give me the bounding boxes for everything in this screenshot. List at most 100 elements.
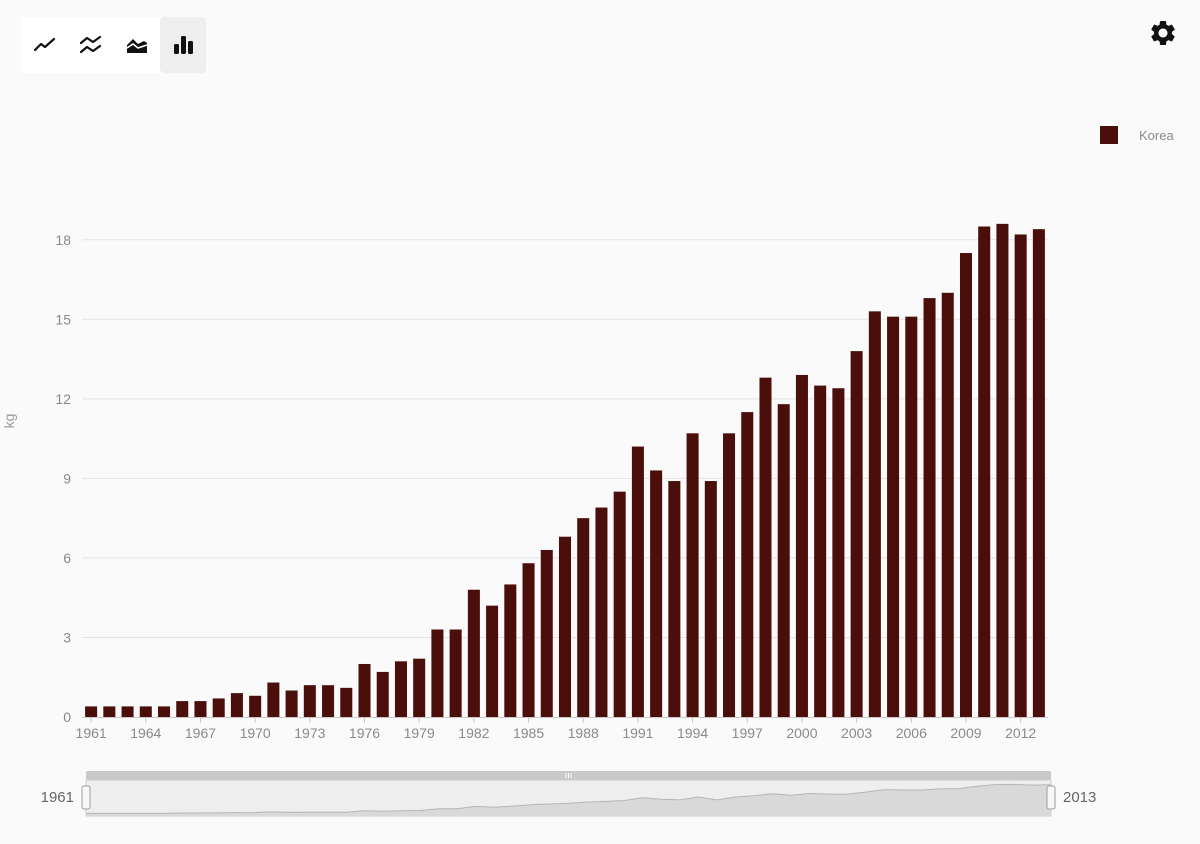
navigator-series-line	[86, 783, 1052, 814]
bar-2002[interactable]	[832, 388, 845, 717]
y-axis-label: kg	[1, 414, 17, 429]
bar-2012[interactable]	[1014, 234, 1027, 717]
bar-1993[interactable]	[668, 481, 681, 717]
multi-line-chart-button[interactable]	[68, 17, 114, 73]
bar-1989[interactable]	[595, 507, 608, 717]
bar-2001[interactable]	[814, 385, 827, 717]
bar-1994[interactable]	[686, 433, 699, 717]
x-tick-label: 1973	[294, 725, 325, 741]
legend-swatch	[1100, 126, 1118, 144]
bar-1985[interactable]	[522, 563, 535, 717]
x-tick-label: 1994	[677, 725, 708, 741]
bar-chart-icon	[174, 36, 193, 54]
area-chart-button[interactable]	[114, 17, 160, 73]
y-tick-label: 15	[55, 311, 71, 327]
y-tick-label: 0	[63, 709, 71, 725]
bar-1992[interactable]	[650, 470, 663, 717]
navigator-scrollbar-grip-icon	[565, 773, 572, 778]
bar-chart-button[interactable]	[160, 17, 206, 73]
bar-2013[interactable]	[1032, 229, 1045, 717]
x-tick-label: 1964	[130, 725, 161, 741]
bar-1999[interactable]	[777, 404, 790, 717]
bar-1971[interactable]	[267, 682, 280, 717]
navigator-series-area	[86, 784, 1051, 816]
x-tick-label: 1967	[185, 725, 216, 741]
bar-1982[interactable]	[467, 589, 480, 717]
navigator-right-handle[interactable]	[1046, 785, 1056, 810]
legend-label: Korea	[1139, 127, 1174, 143]
x-tick-label: 1997	[732, 725, 763, 741]
bar-1977[interactable]	[376, 671, 389, 717]
x-tick-label: 1991	[622, 725, 653, 741]
x-tick-label: 1988	[568, 725, 599, 741]
bar-1988[interactable]	[577, 518, 590, 717]
legend-item-korea[interactable]: Korea	[1100, 126, 1174, 144]
bar-1964[interactable]	[139, 706, 152, 717]
navigator-end-label: 2013	[1063, 789, 1096, 806]
navigator-left-handle[interactable]	[81, 785, 91, 810]
chart-type-toolbar	[22, 17, 206, 73]
bar-1987[interactable]	[558, 536, 572, 717]
bar-1983[interactable]	[486, 605, 499, 717]
bar-2000[interactable]	[795, 374, 808, 717]
x-tick-label: 1970	[240, 725, 271, 741]
bar-1970[interactable]	[249, 695, 262, 717]
bar-1979[interactable]	[413, 658, 426, 717]
x-tick-label: 2003	[841, 725, 872, 741]
x-tick-label: 1976	[349, 725, 380, 741]
bar-1978[interactable]	[394, 661, 407, 717]
bar-2011[interactable]	[996, 223, 1009, 717]
bar-1962[interactable]	[103, 706, 116, 717]
bar-2009[interactable]	[959, 253, 972, 717]
bar-1991[interactable]	[631, 446, 644, 717]
bar-1997[interactable]	[741, 412, 754, 717]
settings-button[interactable]	[1146, 16, 1180, 50]
bar-1980[interactable]	[431, 629, 444, 717]
bar-2008[interactable]	[941, 292, 954, 717]
bar-1968[interactable]	[212, 698, 225, 717]
bar-1998[interactable]	[759, 377, 772, 717]
x-tick-label: 2009	[950, 725, 981, 741]
bar-1969[interactable]	[230, 693, 243, 717]
x-tick-label: 1961	[76, 725, 107, 741]
bar-1990[interactable]	[613, 491, 626, 717]
x-tick-label: 2000	[786, 725, 817, 741]
y-axis: 0 3 6 9 12 15 18	[55, 232, 71, 725]
bar-2004[interactable]	[868, 311, 881, 717]
x-tick-label: 2006	[896, 725, 927, 741]
bar-2007[interactable]	[923, 298, 936, 717]
gear-icon	[1151, 21, 1175, 45]
bar-2003[interactable]	[850, 351, 863, 717]
x-axis: 1961 1964 1967 1970 1973 1976 1979 1982 1985 1988…	[76, 717, 1048, 741]
y-tick-label: 9	[63, 470, 71, 486]
navigator: 1961 2013	[41, 771, 1096, 817]
line-chart-icon	[33, 37, 56, 52]
bar-2006[interactable]	[905, 316, 918, 717]
bar-1975[interactable]	[340, 687, 353, 717]
bars	[85, 223, 1045, 717]
bar-1995[interactable]	[704, 481, 717, 717]
bar-1996[interactable]	[723, 433, 736, 717]
x-tick-label: 1982	[458, 725, 489, 741]
y-tick-label: 3	[63, 629, 71, 645]
bar-1976[interactable]	[358, 663, 371, 717]
bar-1961[interactable]	[85, 706, 98, 717]
line-chart-button[interactable]	[22, 17, 68, 73]
multi-line-chart-icon	[79, 35, 102, 54]
bar-1966[interactable]	[176, 701, 189, 717]
area-chart-icon	[126, 39, 148, 53]
bar-1972[interactable]	[285, 690, 298, 717]
bar-1986[interactable]	[540, 549, 553, 717]
bar-1963[interactable]	[121, 706, 134, 717]
bar-1967[interactable]	[194, 701, 207, 717]
bar-1973[interactable]	[303, 685, 316, 717]
x-tick-label: 1985	[513, 725, 544, 741]
bar-1965[interactable]	[158, 706, 171, 717]
bar-2010[interactable]	[978, 226, 991, 717]
bar-1974[interactable]	[322, 685, 335, 717]
y-tick-label: 6	[63, 550, 71, 566]
bar-1981[interactable]	[449, 629, 462, 717]
bar-1984[interactable]	[504, 584, 517, 717]
bar-2005[interactable]	[887, 316, 900, 717]
